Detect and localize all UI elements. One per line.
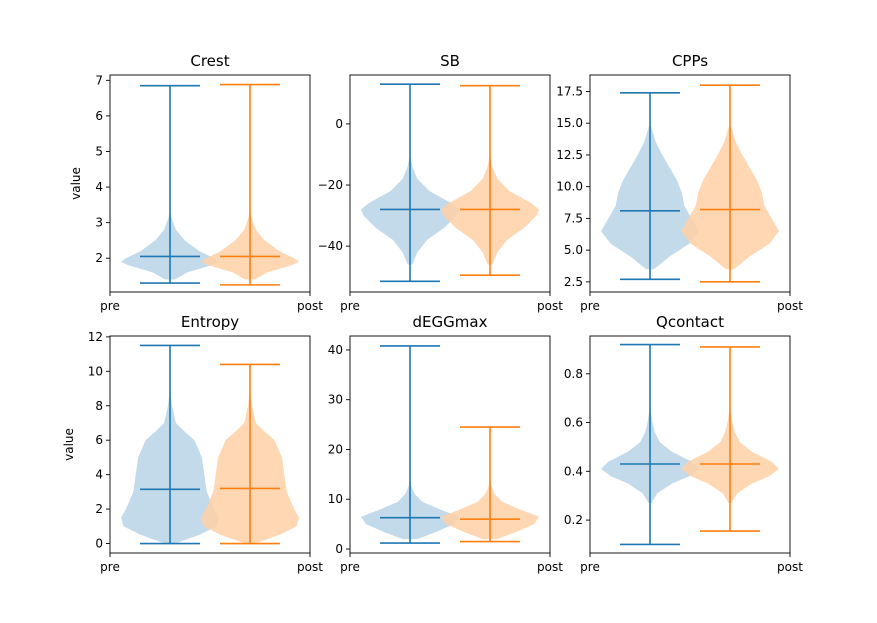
y-tick-label: 2 — [95, 502, 103, 516]
x-tick-label: post — [777, 560, 803, 574]
y-tick-label: 7.5 — [564, 211, 583, 225]
x-tick-label: post — [537, 299, 563, 313]
subplot-title: dEGGmax — [413, 313, 488, 331]
y-tick-label: 5 — [95, 144, 103, 158]
x-tick-label: post — [297, 299, 323, 313]
y-tick-label: 0 — [95, 537, 103, 551]
axes-frame — [349, 74, 551, 293]
axes-frame — [589, 74, 791, 293]
axes-frame — [109, 335, 311, 554]
x-tick-label: pre — [580, 560, 600, 574]
y-tick-label: 12 — [88, 330, 103, 344]
axes-frame — [589, 335, 791, 554]
y-tick-label: 8 — [95, 399, 103, 413]
subplot-crest: Crest 2 3 4 5 6 7 pre post value — [69, 52, 323, 313]
axes-frame — [349, 335, 551, 554]
y-tick-label: 7 — [95, 73, 103, 87]
x-tick-label: post — [537, 560, 563, 574]
y-tick-label: −40 — [318, 239, 343, 253]
y-tick-label: 10.0 — [556, 180, 583, 194]
y-tick-label: 3 — [95, 216, 103, 230]
y-tick-label: 4 — [95, 468, 103, 482]
subplot-entropy: Entropy 0 2 4 6 8 10 12 pre post value — [62, 313, 323, 574]
y-tick-label: 20 — [328, 442, 343, 456]
x-tick-label: post — [777, 299, 803, 313]
y-axis-label: value — [69, 167, 83, 200]
subplot-title: Entropy — [181, 313, 239, 331]
subplot-sb: SB 0 −20 −40 pre post — [318, 52, 564, 313]
y-tick-label: 0.8 — [564, 367, 583, 381]
x-tick-label: pre — [340, 299, 360, 313]
subplot-title: Qcontact — [656, 313, 724, 331]
y-tick-label: 0.4 — [564, 464, 583, 478]
x-tick-label: pre — [580, 299, 600, 313]
y-tick-label: 6 — [95, 109, 103, 123]
subplot-title: Crest — [190, 52, 229, 70]
subplot-qcontact: Qcontact 0.2 0.4 0.6 0.8 pre post — [564, 313, 803, 574]
subplot-deggmax: dEGGmax 0 10 20 30 40 pre post — [328, 313, 564, 574]
y-tick-label: 40 — [328, 343, 343, 357]
x-tick-label: post — [297, 560, 323, 574]
y-axis-label: value — [62, 428, 76, 461]
y-tick-label: 0 — [335, 542, 343, 556]
x-tick-label: pre — [340, 560, 360, 574]
subplot-cpps: CPPs 2.5 5.0 7.5 10.0 12.5 15.0 17.5 pre post — [556, 52, 803, 313]
y-tick-label: 2.5 — [564, 275, 583, 289]
y-tick-label: 15.0 — [556, 116, 583, 130]
y-tick-label: 5.0 — [564, 243, 583, 257]
y-tick-label: 10 — [88, 364, 103, 378]
x-tick-label: pre — [100, 299, 120, 313]
y-tick-label: 0.6 — [564, 416, 583, 430]
y-tick-label: 0 — [335, 117, 343, 131]
y-tick-label: 30 — [328, 393, 343, 407]
y-tick-label: 17.5 — [556, 84, 583, 98]
subplot-title: SB — [440, 52, 460, 70]
y-tick-label: 4 — [95, 180, 103, 194]
y-tick-label: 12.5 — [556, 148, 583, 162]
x-tick-label: pre — [100, 560, 120, 574]
y-tick-label: 10 — [328, 492, 343, 506]
y-tick-label: 0.2 — [564, 513, 583, 527]
y-tick-label: 2 — [95, 251, 103, 265]
axes-frame — [109, 74, 311, 293]
y-tick-label: −20 — [318, 178, 343, 192]
subplot-title: CPPs — [672, 52, 708, 70]
y-tick-label: 6 — [95, 433, 103, 447]
